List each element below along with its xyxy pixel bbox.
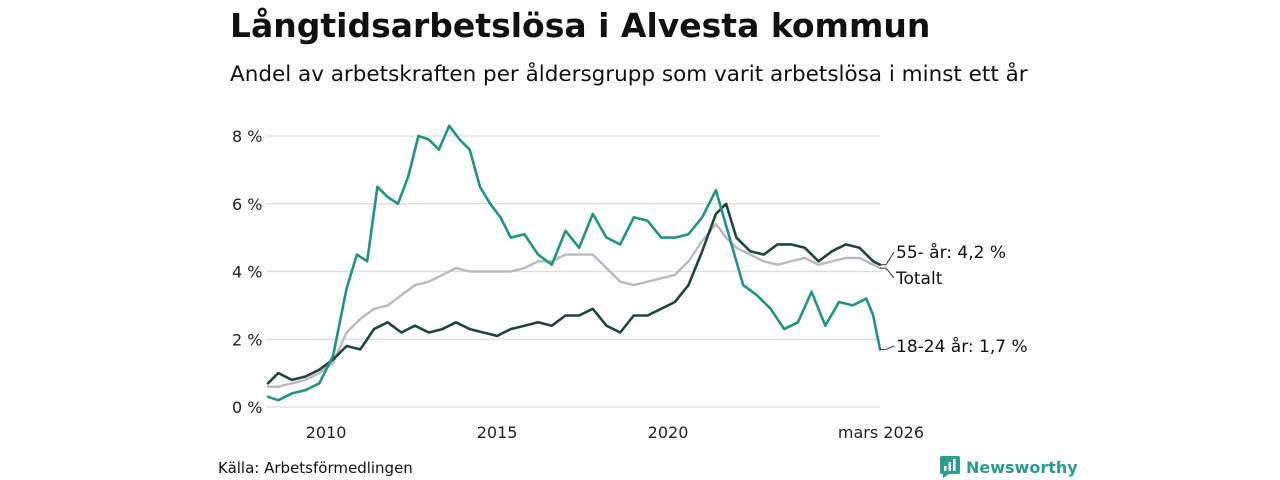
y-tick-label: 6 %: [232, 195, 262, 214]
chart-title: Långtidsarbetslösa i Alvesta kommun: [230, 6, 931, 45]
series-end-label-old: 55- år: 4,2 %: [896, 242, 1006, 263]
series-line-total: [266, 222, 882, 388]
brand-logo: Newsworthy: [940, 456, 1078, 478]
series-end-label-young: 18-24 år: 1,7 %: [896, 336, 1028, 357]
y-tick-label: 8 %: [232, 127, 262, 146]
label-leader: [880, 345, 895, 350]
y-axis: 0 % 2 % 4 % 6 % 8 %: [232, 127, 262, 417]
x-tick-label: 2015: [477, 423, 518, 442]
series-line-old: [266, 202, 882, 385]
source-note: Källa: Arbetsförmedlingen: [218, 459, 413, 477]
series-end-label-total: Totalt: [895, 269, 943, 289]
brand-name: Newsworthy: [966, 457, 1078, 477]
x-tick-label: 2020: [648, 423, 689, 442]
y-tick-label: 4 %: [232, 263, 262, 282]
series-lines: [266, 124, 882, 402]
y-tick-label: 0 %: [232, 398, 262, 417]
chart-subtitle: Andel av arbetskraften per åldersgrupp s…: [230, 62, 1028, 87]
x-tick-label: 2010: [306, 423, 347, 442]
label-leader: [880, 267, 895, 279]
series-line-young: [266, 124, 882, 402]
x-axis: 2010 2015 2020 mars 2026: [306, 423, 924, 442]
chart-logo-icon: [940, 456, 960, 478]
x-tick-label: mars 2026: [838, 423, 924, 442]
gridlines: [266, 135, 880, 408]
y-tick-label: 2 %: [232, 330, 262, 349]
series-labels: Totalt 55- år: 4,2 % 18-24 år: 1,7 %: [880, 242, 1028, 357]
label-leader: [880, 251, 895, 266]
